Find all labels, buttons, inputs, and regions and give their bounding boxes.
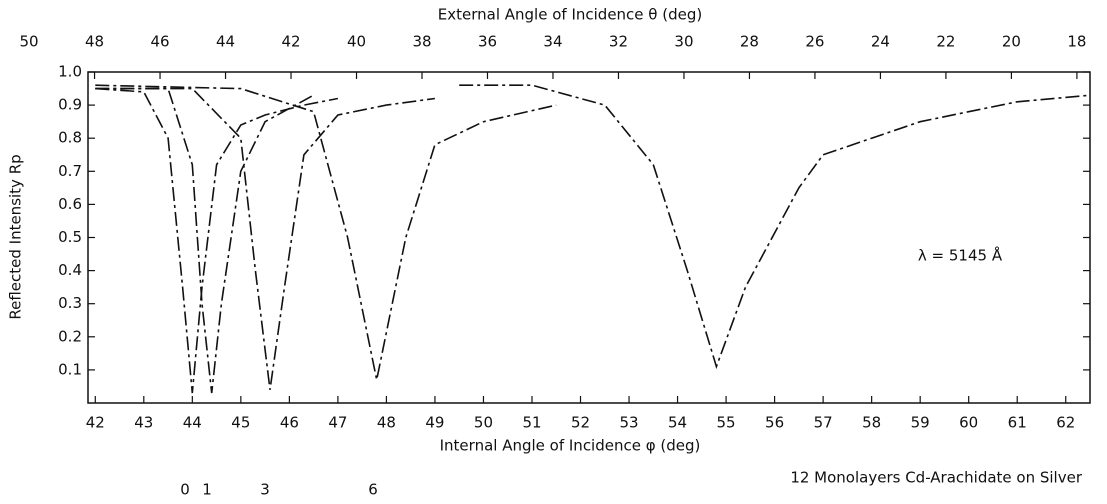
x2-tick-label: 50 [20,33,39,51]
y-tick-label: 0.8 [58,129,82,147]
curve [95,87,436,390]
top-axis-title: External Angle of Incidence θ (deg) [438,6,702,24]
x2-tick-label: 28 [740,33,759,51]
x-tick-label: 60 [959,414,978,432]
x2-tick-label: 46 [150,33,169,51]
x-tick-label: 53 [619,414,638,432]
y-tick-label: 1.0 [58,63,82,81]
x-tick-label: 49 [425,414,444,432]
x2-tick-label: 34 [543,33,562,51]
y-tick-label: 0.2 [58,327,82,345]
x2-tick-label: 40 [347,33,366,51]
x-tick-label: 55 [717,414,736,432]
x2-tick-label: 38 [412,33,431,51]
x2-tick-label: 20 [1002,33,1021,51]
x-tick-label: 51 [522,414,541,432]
x-tick-label: 56 [765,414,784,432]
annotation: λ = 5145 Å [918,246,1003,265]
y-tick-label: 0.6 [58,195,82,213]
y-tick-label: 0.4 [58,261,82,279]
x2-tick-label: 32 [609,33,628,51]
y-tick-label: 0.5 [58,228,82,246]
x-tick-label: 54 [668,414,687,432]
series-label: 0 [180,481,190,499]
x2-tick-label: 24 [871,33,890,51]
x-tick-label: 61 [1008,414,1027,432]
footnote: 12 Monolayers Cd-Arachidate on Silver [790,469,1082,487]
series-label: 1 [202,481,212,499]
x-tick-label: 57 [814,414,833,432]
x2-tick-label: 48 [85,33,104,51]
y-tick-label: 0.9 [58,96,82,114]
x2-tick-label: 44 [216,33,235,51]
x-tick-label: 45 [231,414,250,432]
y-tick-label: 0.1 [58,360,82,378]
x-tick-label: 58 [862,414,881,432]
x-tick-label: 59 [911,414,930,432]
series-label: 6 [368,481,378,499]
curve [95,87,314,394]
curve [95,84,557,380]
y-axis-title: Reflected Intensity Rp [7,154,25,319]
x-tick-label: 46 [280,414,299,432]
x-tick-label: 52 [571,414,590,432]
x-tick-label: 47 [328,414,347,432]
y-tick-label: 0.3 [58,294,82,312]
x-tick-label: 48 [377,414,396,432]
plot-frame [87,71,1091,404]
x-axis-title: Internal Angle of Incidence φ (deg) [440,437,701,455]
x2-tick-label: 42 [281,33,300,51]
x-tick-label: 42 [86,414,105,432]
x2-tick-label: 22 [936,33,955,51]
series-label: 3 [260,481,270,499]
x2-tick-label: 30 [674,33,693,51]
y-tick-label: 0.7 [58,162,82,180]
x2-tick-label: 26 [805,33,824,51]
x2-tick-label: 18 [1067,33,1086,51]
x-tick-label: 50 [474,414,493,432]
curve [459,84,1091,370]
x2-tick-label: 36 [478,33,497,51]
curve [95,87,339,394]
x-tick-label: 62 [1056,414,1075,432]
x-tick-label: 44 [183,414,202,432]
x-tick-label: 43 [134,414,153,432]
